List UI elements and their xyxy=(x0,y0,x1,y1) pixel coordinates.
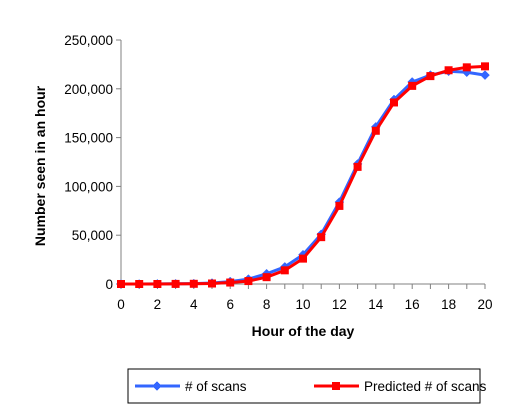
y-tick-label: 200,000 xyxy=(64,82,113,97)
y-tick-label: 50,000 xyxy=(72,228,113,243)
data-point xyxy=(262,273,271,282)
x-tick-label: 4 xyxy=(190,297,198,312)
data-point xyxy=(171,279,180,288)
x-tick-label: 16 xyxy=(405,297,420,312)
data-point xyxy=(299,254,307,263)
plot-area: 0 50,000 100,000 150,000 200,000 250,000 0 2 4 6 8… xyxy=(64,33,492,312)
x-tick-label: 18 xyxy=(441,297,456,312)
data-point xyxy=(353,162,362,171)
legend-label: # of scans xyxy=(185,379,247,394)
legend-marker xyxy=(152,381,162,391)
x-tick-label: 10 xyxy=(295,297,310,312)
legend-marker xyxy=(332,382,340,390)
data-point xyxy=(462,63,471,72)
data-point xyxy=(408,81,417,90)
y-tick-label: 250,000 xyxy=(64,33,113,48)
data-point xyxy=(335,201,344,210)
data-point xyxy=(280,266,289,275)
data-point xyxy=(371,126,380,135)
data-point xyxy=(244,277,253,286)
x-tick-label: 14 xyxy=(368,297,384,312)
data-point xyxy=(153,280,162,288)
data-point xyxy=(444,66,453,75)
x-tick-label: 12 xyxy=(332,297,347,312)
legend: # of scans Predicted # of scans xyxy=(127,368,487,404)
x-axis-title: Hour of the day xyxy=(252,323,355,339)
data-point xyxy=(390,98,398,107)
data-point xyxy=(226,278,235,287)
data-point xyxy=(135,280,144,288)
data-point xyxy=(480,70,490,80)
x-tick-label: 0 xyxy=(117,297,125,312)
x-tick-label: 20 xyxy=(477,297,492,312)
x-tick-label: 2 xyxy=(154,297,162,312)
data-point xyxy=(426,72,435,81)
y-tick-label: 150,000 xyxy=(64,131,113,146)
x-tick-label: 8 xyxy=(263,297,271,312)
y-axis-title: Number seen in an hour xyxy=(32,85,48,246)
y-tick-label: 0 xyxy=(105,277,113,292)
x-tick-label: 6 xyxy=(226,297,234,312)
legend-box xyxy=(127,368,481,404)
data-point xyxy=(208,279,216,288)
data-point xyxy=(317,233,326,242)
data-point xyxy=(189,279,198,288)
data-point xyxy=(481,62,489,71)
y-tick-label: 100,000 xyxy=(64,179,113,194)
legend-label: Predicted # of scans xyxy=(364,379,487,394)
data-point xyxy=(117,280,125,288)
